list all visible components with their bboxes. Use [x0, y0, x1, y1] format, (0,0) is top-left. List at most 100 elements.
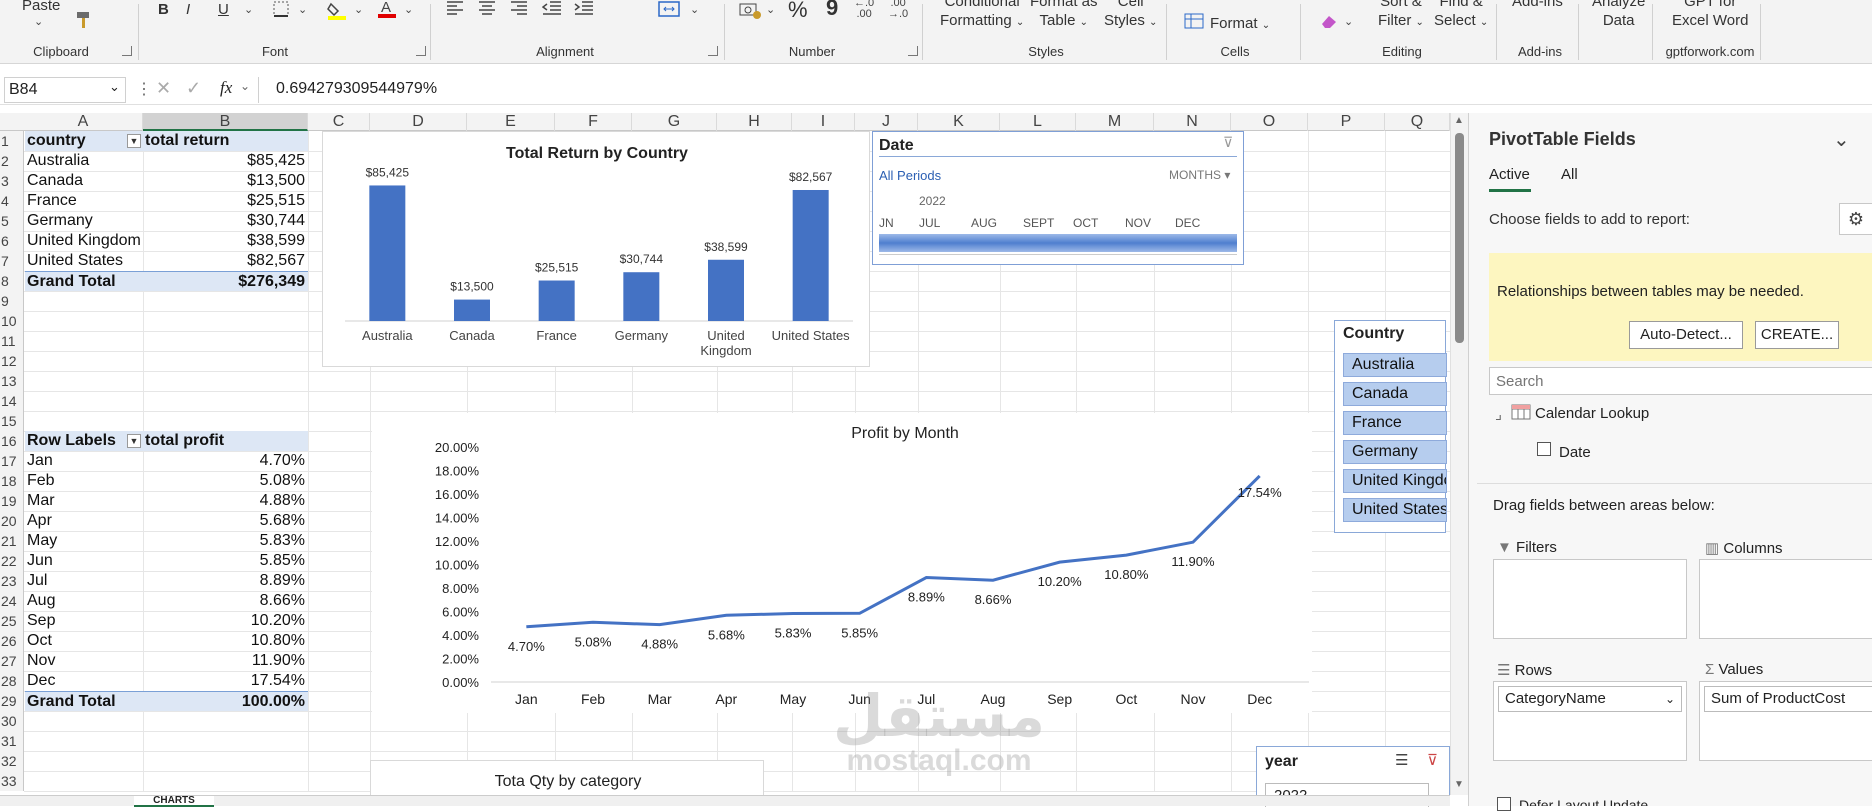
pivot2-row-label[interactable]: Nov	[27, 652, 56, 669]
column-header[interactable]: F	[555, 113, 632, 131]
paste-button[interactable]: Paste	[22, 0, 61, 14]
pivot1-header-total-return[interactable]: total return	[143, 131, 308, 151]
clear-filter-icon[interactable]: ⊽	[1223, 134, 1234, 150]
clear-filter-icon[interactable]: ⊽	[1427, 752, 1438, 769]
clear-eraser-icon[interactable]	[1318, 12, 1340, 34]
row-header[interactable]: 7	[1, 253, 9, 269]
row-header[interactable]: 33	[1, 773, 17, 789]
row-header[interactable]: 1	[1, 133, 9, 149]
pivot1-row-value[interactable]: $30,744	[247, 212, 305, 229]
decrease-decimal-icon[interactable]: .00 →.0	[888, 0, 909, 20]
decrease-indent-icon[interactable]	[541, 0, 562, 20]
row-header[interactable]: 16	[1, 433, 17, 449]
pivot2-row-label[interactable]: Sep	[27, 612, 56, 629]
row-header[interactable]: 25	[1, 613, 17, 629]
columns-area[interactable]	[1699, 559, 1872, 639]
bar[interactable]	[454, 299, 490, 321]
merge-center-icon[interactable]	[658, 0, 680, 22]
slicer-item[interactable]: United States	[1343, 498, 1447, 522]
pivot2-row-value[interactable]: 5.85%	[259, 552, 305, 569]
scroll-down-icon[interactable]: ▼	[1454, 779, 1464, 790]
chevron-down-icon[interactable]: ⌄	[240, 79, 251, 93]
row-header[interactable]: 32	[1, 753, 17, 769]
row-header[interactable]: 29	[1, 693, 17, 709]
chevron-down-icon[interactable]: ⌄	[109, 79, 120, 94]
pivot2-row-value[interactable]: 5.83%	[259, 532, 305, 549]
row-header[interactable]: 6	[1, 233, 9, 249]
font-launcher-icon[interactable]	[416, 46, 426, 56]
pivot1-header-country[interactable]: country ▼	[25, 131, 143, 151]
row-header[interactable]: 31	[1, 733, 17, 749]
row-header[interactable]: 14	[1, 393, 17, 409]
pivot2-row-value[interactable]: 10.20%	[250, 612, 305, 629]
pivot2-row-value[interactable]: 8.89%	[259, 572, 305, 589]
add-ins-button[interactable]: Add-ins	[1512, 0, 1563, 10]
values-field-pill[interactable]: Sum of ProductCost	[1704, 686, 1872, 712]
bold-button[interactable]: B	[158, 1, 169, 18]
pivot1-row-value[interactable]: $85,425	[247, 152, 305, 169]
search-input[interactable]	[1490, 368, 1850, 394]
sort-filter-button[interactable]: Sort & Filter ⌄	[1378, 0, 1424, 32]
bar[interactable]	[538, 280, 575, 321]
slicer-item[interactable]: United Kingdom	[1343, 469, 1447, 493]
row-header[interactable]: 3	[1, 173, 9, 189]
chevron-down-icon[interactable]: ⌄	[354, 4, 364, 16]
column-header[interactable]: H	[717, 113, 792, 131]
table-name[interactable]: Calendar Lookup	[1535, 405, 1650, 422]
row-header[interactable]: 4	[1, 193, 9, 209]
filter-dropdown-icon[interactable]: ▼	[127, 134, 141, 148]
column-header[interactable]: O	[1231, 113, 1308, 131]
row-header[interactable]: 11	[1, 333, 16, 349]
font-color-icon[interactable]: A	[376, 0, 398, 24]
align-center-icon[interactable]	[478, 0, 496, 20]
column-header[interactable]: D	[370, 113, 467, 131]
pivot1-grand-total-value[interactable]: $276,349	[143, 271, 308, 291]
timeline-scrollbar[interactable]	[879, 254, 1237, 262]
pivot1-row-label[interactable]: Canada	[27, 172, 84, 189]
pivot2-row-label[interactable]: Jun	[27, 552, 53, 569]
row-header[interactable]: 30	[1, 713, 17, 729]
slicer-item[interactable]: Canada	[1343, 382, 1447, 406]
chevron-down-icon[interactable]: ⌄	[244, 4, 254, 16]
column-header[interactable]: A	[24, 113, 143, 131]
gear-icon[interactable]: ⚙	[1839, 203, 1872, 235]
column-header[interactable]: G	[632, 113, 717, 131]
format-painter-icon[interactable]	[74, 10, 96, 34]
increase-decimal-icon[interactable]: ←.0.00	[854, 0, 875, 20]
underline-button[interactable]: U	[218, 1, 229, 18]
align-left-icon[interactable]	[446, 0, 464, 20]
row-header[interactable]: 21	[1, 533, 17, 549]
pivot1-grand-total-label[interactable]: Grand Total	[25, 271, 143, 291]
pivot2-row-value[interactable]: 10.80%	[250, 632, 305, 649]
formula-input[interactable]: 0.694279309544979%	[276, 80, 438, 97]
bar[interactable]	[792, 189, 829, 321]
chevron-down-icon[interactable]: ⌄	[766, 4, 776, 16]
pivot1-row-label[interactable]: Germany	[27, 212, 93, 229]
format-as-table-button[interactable]: Format as Table ⌄	[1030, 0, 1098, 32]
chevron-down-icon[interactable]: ⌄	[298, 4, 308, 16]
slicer-item[interactable]: Germany	[1343, 440, 1447, 464]
row-header[interactable]: 10	[1, 313, 17, 329]
pivot2-header-row-labels[interactable]: Row Labels ▼	[25, 431, 143, 451]
chevron-down-icon[interactable]: ⌄	[404, 4, 414, 16]
collapse-icon[interactable]: ⌟	[1495, 406, 1503, 423]
pivot2-row-value[interactable]: 17.54%	[250, 672, 305, 689]
pivot2-grand-total-value[interactable]: 100.00%	[143, 691, 308, 711]
comma-style-button[interactable]: 9	[826, 0, 839, 20]
row-header[interactable]: 22	[1, 553, 17, 569]
column-header[interactable]: P	[1308, 113, 1385, 131]
pivot1-row-value[interactable]: $13,500	[247, 172, 305, 189]
number-launcher-icon[interactable]	[908, 46, 918, 56]
slicer-item[interactable]: Australia	[1343, 353, 1447, 377]
column-header[interactable]: C	[308, 113, 370, 131]
gpt-for-excel-button[interactable]: GPT for Excel Word	[1672, 0, 1748, 30]
tab-all[interactable]: All	[1561, 166, 1578, 183]
column-header[interactable]: E	[467, 113, 555, 131]
scrollbar-thumb[interactable]	[1455, 133, 1464, 343]
pivot2-row-value[interactable]: 5.68%	[259, 512, 305, 529]
analyze-data-button[interactable]: Analyze Data	[1592, 0, 1645, 30]
row-header[interactable]: 26	[1, 633, 17, 649]
timeline-month-label[interactable]: JN	[879, 216, 894, 230]
auto-detect-button[interactable]: Auto-Detect...	[1629, 321, 1743, 349]
row-header[interactable]: 2	[1, 153, 9, 169]
